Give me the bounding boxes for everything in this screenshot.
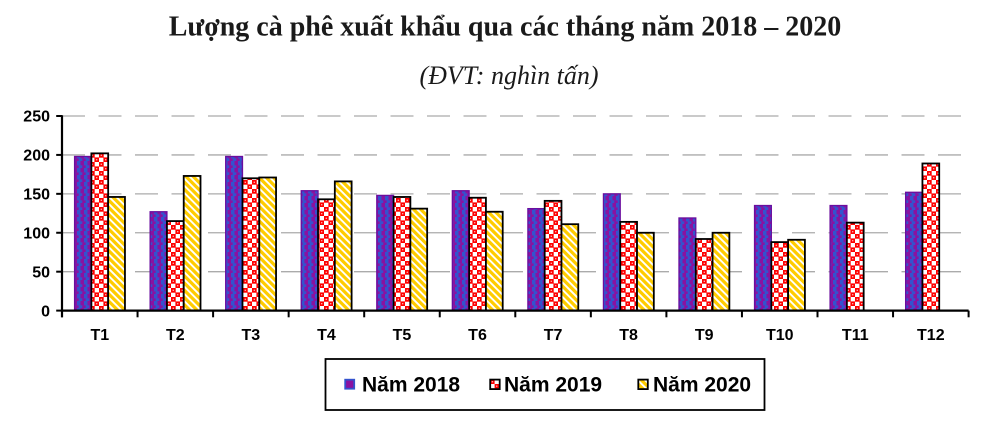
svg-text:T9: T9 <box>695 327 714 344</box>
svg-text:T2: T2 <box>166 327 185 344</box>
svg-text:Năm 2018: Năm 2018 <box>362 374 460 397</box>
svg-text:T8: T8 <box>619 327 638 344</box>
svg-text:Năm 2019: Năm 2019 <box>504 374 602 397</box>
svg-text:150: 150 <box>23 187 50 204</box>
svg-text:T11: T11 <box>842 327 869 344</box>
svg-text:T4: T4 <box>317 327 336 344</box>
svg-text:T1: T1 <box>90 327 109 344</box>
svg-text:0: 0 <box>41 303 50 320</box>
svg-text:200: 200 <box>23 148 50 165</box>
svg-text:Lượng cà phê xuất khẩu qua các: Lượng cà phê xuất khẩu qua các tháng năm… <box>169 12 842 43</box>
svg-text:250: 250 <box>23 109 50 126</box>
svg-text:T6: T6 <box>468 327 487 344</box>
svg-text:T12: T12 <box>917 327 945 344</box>
svg-text:Năm 2020: Năm 2020 <box>653 374 751 397</box>
svg-text:T3: T3 <box>242 327 261 344</box>
svg-text:T10: T10 <box>766 327 794 344</box>
svg-text:(ĐVT: nghìn tấn): (ĐVT: nghìn tấn) <box>419 61 598 90</box>
svg-text:T5: T5 <box>393 327 412 344</box>
svg-text:50: 50 <box>32 264 50 281</box>
svg-text:100: 100 <box>23 225 50 242</box>
svg-text:T7: T7 <box>544 327 563 344</box>
